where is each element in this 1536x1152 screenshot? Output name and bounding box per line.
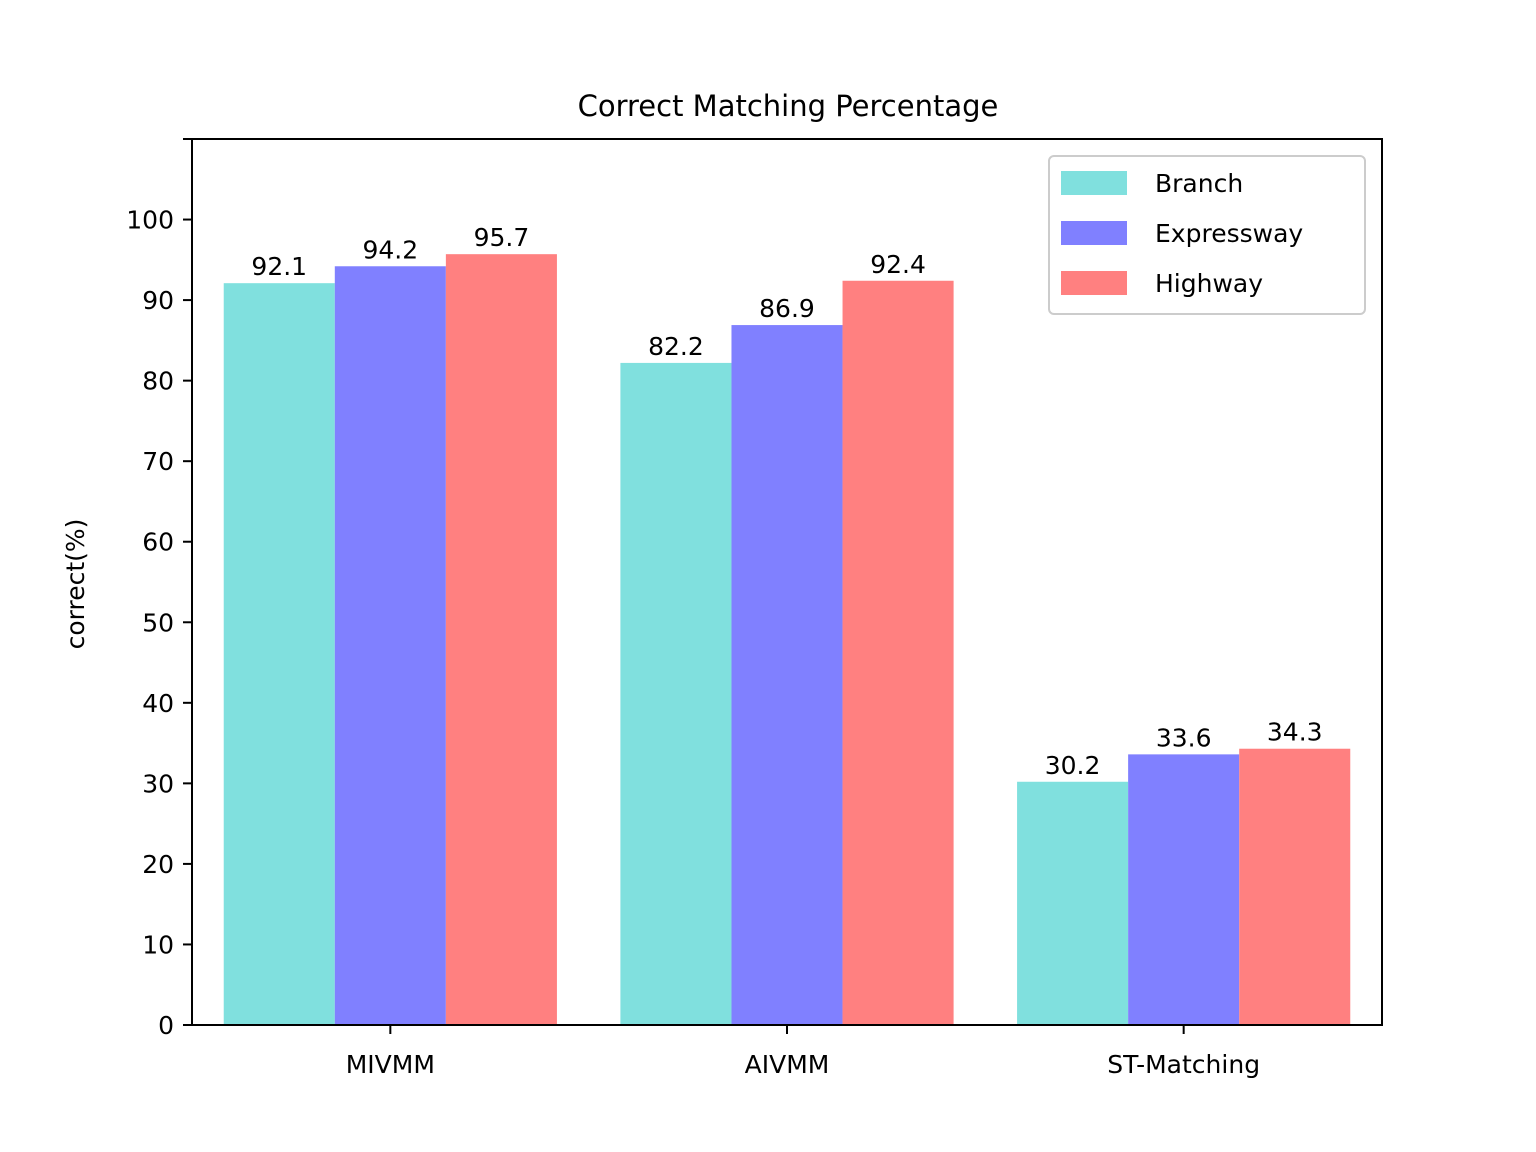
y-tick-label: 30 — [142, 769, 174, 798]
y-tick-label: 10 — [142, 930, 174, 959]
legend-box — [1048, 155, 1366, 315]
y-tick-label: 80 — [142, 367, 174, 396]
y-axis-label: correct(%) — [61, 519, 90, 650]
y-tick-label: 70 — [142, 447, 174, 476]
bar-value-label: 94.2 — [362, 235, 418, 264]
y-tick-label: 20 — [142, 850, 174, 879]
y-tick-label: 90 — [142, 286, 174, 315]
legend-label-expressway: Expressway — [1155, 219, 1303, 248]
legend-label-branch: Branch — [1155, 169, 1243, 198]
bar-highway-st-matching — [1239, 748, 1351, 1025]
x-tick-label: AIVMM — [745, 1050, 830, 1079]
bar-value-label: 95.7 — [474, 223, 530, 252]
legend-swatch-branch — [1061, 171, 1127, 195]
bar-expressway-mivmm — [334, 266, 446, 1025]
legend: Branch Expressway Highway — [1048, 155, 1366, 315]
bar-highway-aivmm — [842, 280, 954, 1025]
legend-label-highway: Highway — [1155, 269, 1263, 298]
y-tick-label: 60 — [142, 528, 174, 557]
plot-area: 0 10 20 30 40 50 60 70 80 90 100 92.1 94.2 95.7 MIVMM 8… — [126, 138, 1351, 1079]
chart-title: Correct Matching Percentage — [578, 89, 999, 123]
legend-swatch-expressway — [1061, 221, 1127, 245]
bar-value-label: 92.1 — [251, 252, 307, 281]
bar-value-label: 30.2 — [1045, 751, 1101, 780]
bar-branch-mivmm — [223, 283, 335, 1025]
x-tick-label: MIVMM — [346, 1050, 435, 1079]
y-tick-label: 40 — [142, 689, 174, 718]
bar-expressway-st-matching — [1128, 754, 1240, 1025]
bar-value-label: 34.3 — [1267, 718, 1323, 747]
y-tick-label: 0 — [158, 1011, 174, 1040]
bar-branch-st-matching — [1017, 781, 1129, 1025]
y-tick-label: 100 — [126, 206, 174, 235]
bar-value-label: 33.6 — [1156, 723, 1212, 752]
bar-value-label: 82.2 — [648, 332, 704, 361]
bar-value-label: 86.9 — [759, 294, 815, 323]
y-tick-label: 50 — [142, 608, 174, 637]
legend-swatch-highway — [1061, 271, 1127, 295]
plot-frame — [191, 138, 1383, 1026]
x-tick-label: ST-Matching — [1107, 1050, 1260, 1079]
bar-branch-aivmm — [620, 362, 732, 1025]
bar-expressway-aivmm — [731, 325, 843, 1025]
bar-value-label: 92.4 — [870, 250, 926, 279]
bar-highway-mivmm — [445, 254, 557, 1025]
